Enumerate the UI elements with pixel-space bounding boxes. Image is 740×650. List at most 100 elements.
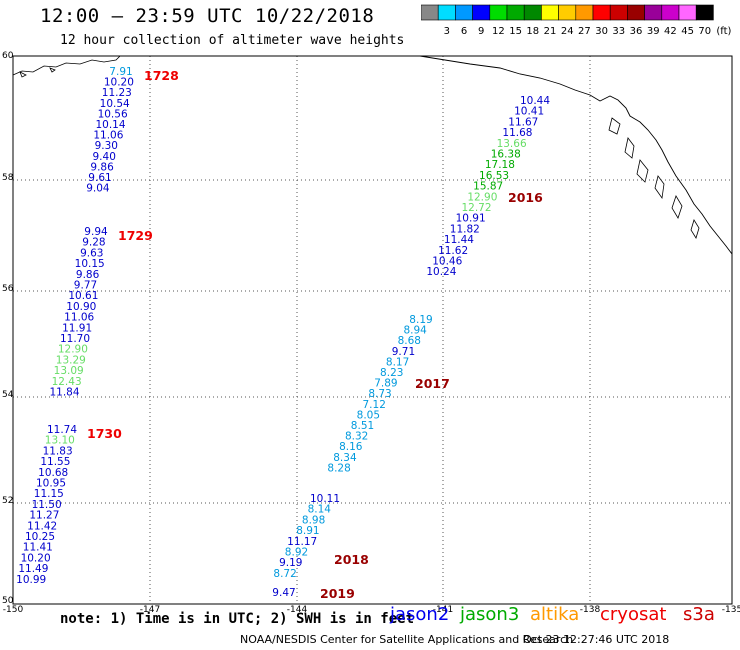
wave-height-value: 16.38	[491, 149, 521, 161]
wave-height-value: 10.90	[66, 301, 96, 313]
mission-altika: altika	[530, 604, 580, 625]
pass-number-label: 1730	[87, 426, 122, 441]
wave-height-value: 8.92	[285, 547, 308, 559]
wave-height-value: 7.12	[363, 399, 386, 411]
wave-height-value: 8.68	[398, 335, 421, 347]
wave-height-value: 13.66	[497, 138, 527, 150]
wave-height-value: 11.41	[23, 542, 53, 554]
wave-height-value: 11.55	[40, 456, 70, 468]
wave-height-value: 8.34	[333, 452, 357, 464]
wave-height-value: 8.05	[357, 409, 380, 421]
wave-height-value: 10.25	[25, 531, 55, 543]
wave-height-value: 12.72	[461, 202, 491, 214]
wave-height-value: 11.74	[47, 424, 77, 436]
wave-height-value: 11.06	[64, 312, 94, 324]
wave-height-value: 9.04	[86, 183, 110, 195]
legend-tick-label: 42	[664, 26, 677, 37]
wave-height-value: 11.68	[502, 127, 532, 139]
wave-height-value: 11.83	[43, 445, 73, 457]
wave-height-value: 9.40	[93, 151, 116, 163]
wave-height-value: 12.43	[52, 376, 82, 388]
latitude-label: 56	[2, 284, 14, 294]
wave-height-value: 8.17	[386, 356, 409, 368]
mission-jason3: jason3	[460, 604, 520, 625]
wave-height-value: 8.94	[403, 325, 427, 337]
longitude-label: -141	[433, 605, 453, 615]
wave-height-value: 13.09	[54, 365, 84, 377]
legend-tick-label: 36	[630, 26, 643, 37]
legend-tick-label: 15	[509, 26, 522, 37]
wave-height-value: 11.84	[49, 387, 79, 399]
mission-cryosat: cryosat	[600, 604, 667, 625]
wave-height-value: 10.56	[98, 108, 128, 120]
pass-number-label: 2016	[508, 190, 543, 205]
legend-tick-label: 27	[578, 26, 591, 37]
wave-height-value: 16.53	[479, 170, 509, 182]
wave-height-value: 10.54	[100, 98, 130, 110]
credit-line: NOAA/NESDIS Center for Satellite Applica…	[240, 633, 574, 646]
legend-tick-label: 12	[492, 26, 505, 37]
map-title: 12:00 – 23:59 UTC 10/22/2018	[40, 5, 375, 27]
wave-height-value: 10.20	[21, 552, 51, 564]
generation-timestamp: Oct 23 12:27:46 UTC 2018	[523, 633, 670, 646]
wave-height-value: 10.20	[104, 77, 134, 89]
wave-height-value: 8.16	[339, 441, 363, 453]
wave-height-value: 10.91	[456, 213, 486, 225]
longitude-label: -150	[3, 605, 24, 615]
wave-height-value: 11.70	[60, 333, 90, 345]
wave-height-value: 9.19	[279, 557, 302, 569]
wave-height-value: 11.67	[508, 116, 538, 128]
wave-height-value: 10.14	[95, 119, 125, 131]
wave-height-value: 10.11	[310, 493, 340, 505]
wave-height-value: 10.24	[426, 266, 456, 278]
footer-note: note: 1) Time is in UTC; 2) SWH is in fe…	[60, 611, 415, 627]
legend-tick-label: 3	[444, 26, 450, 37]
coastline-islands	[19, 67, 56, 78]
wave-height-value: 9.77	[74, 280, 97, 292]
wave-height-value: 13.29	[56, 354, 86, 366]
longitude-label: -135	[722, 605, 740, 615]
legend-tick-label: 24	[561, 26, 574, 37]
wave-height-value: 8.91	[296, 525, 319, 537]
legend-unit: (ft)	[716, 26, 731, 37]
wave-height-value: 10.95	[36, 478, 66, 490]
wave-height-value: 9.28	[82, 237, 105, 249]
wave-height-value: 12.90	[467, 191, 497, 203]
wave-height-value: 8.98	[302, 514, 325, 526]
legend-tick-label: 39	[647, 26, 660, 37]
legend-tick-label: 70	[698, 26, 711, 37]
wave-height-value: 13.10	[45, 435, 75, 447]
wave-height-value: 10.44	[520, 95, 550, 107]
wave-height-value: 8.23	[380, 367, 403, 379]
legend-tick-label: 9	[478, 26, 484, 37]
coastline-southeast-alaska	[419, 55, 733, 256]
latitude-label: 60	[2, 51, 14, 61]
wave-height-value: 10.41	[514, 106, 544, 118]
pass-number-label: 2018	[334, 552, 369, 567]
pass-number-label: 1729	[118, 228, 153, 243]
wave-height-value: 9.86	[90, 161, 114, 173]
wave-height-value: 12.90	[58, 344, 88, 356]
pass-number-label: 2019	[320, 586, 355, 601]
wave-height-value: 11.15	[34, 488, 64, 500]
wave-height-value: 11.49	[18, 563, 48, 575]
mission-jason2: jason2	[390, 604, 450, 625]
legend-tick-label: 30	[595, 26, 608, 37]
wave-height-value: 10.99	[16, 574, 46, 586]
wave-height-value: 9.86	[76, 269, 100, 281]
wave-height-value: 9.61	[88, 172, 111, 184]
map-subtitle: 12 hour collection of altimeter wave hei…	[60, 33, 405, 48]
mission-s3a: s3a	[683, 604, 715, 625]
wave-height-value: 8.73	[368, 388, 391, 400]
map-frame	[12, 55, 733, 605]
wave-height-value: 7.89	[374, 378, 397, 390]
pass-number-label: 2017	[415, 376, 450, 391]
wave-height-value: 10.46	[432, 256, 462, 268]
wave-height-value: 11.82	[450, 223, 480, 235]
latitude-label: 50	[2, 596, 14, 606]
wave-height-value: 8.72	[273, 568, 296, 580]
legend-swatch	[695, 4, 714, 21]
wave-height-value: 11.62	[438, 245, 468, 257]
wave-height-value: 8.19	[409, 314, 432, 326]
wave-height-value: 10.68	[38, 467, 68, 479]
